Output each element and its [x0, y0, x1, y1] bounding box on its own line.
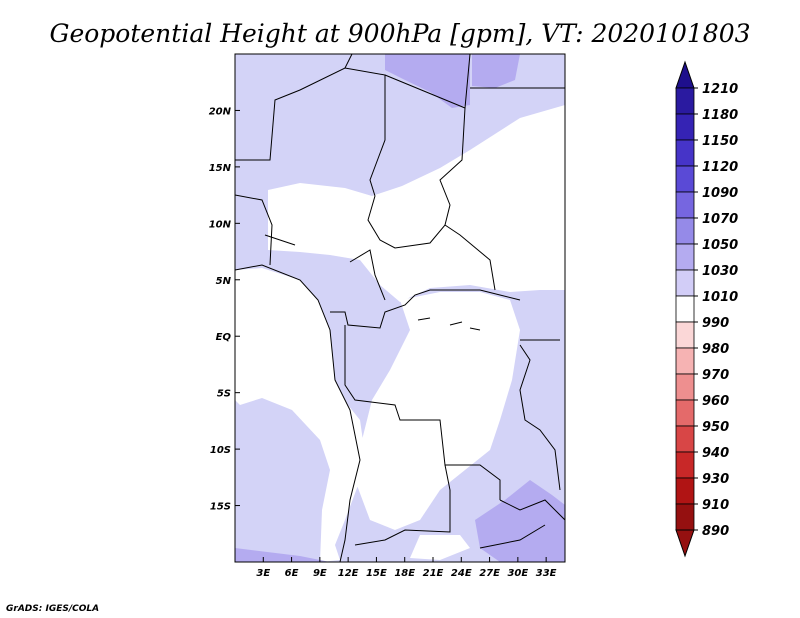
colorbar-swatch — [675, 113, 695, 141]
map-plot-area — [235, 54, 565, 562]
x-tick-label: 12E — [338, 568, 359, 579]
longitude-axis: 3E 6E 9E 12E 15E 18E 21E 24E 27E 30E 33E — [256, 557, 557, 579]
colorbar-label: 990 — [702, 316, 729, 331]
colorbar-label: 970 — [702, 368, 729, 383]
y-tick-label: 5S — [217, 389, 231, 400]
colorbar-swatch — [675, 295, 695, 323]
colorbar-swatch — [675, 243, 695, 271]
x-tick-label: 21E — [423, 568, 444, 579]
x-tick-label: 6E — [285, 568, 299, 579]
colorbar-top-arrow — [675, 60, 695, 89]
x-tick-label: 27E — [479, 568, 500, 579]
colorbar-swatch — [675, 503, 695, 531]
map-frame — [234, 53, 566, 563]
colorbar-swatch — [675, 399, 695, 427]
x-tick-label: 3E — [256, 568, 270, 579]
colorbar-swatch — [675, 139, 695, 167]
colorbar-label: 1050 — [702, 238, 738, 253]
x-tick-label: 24E — [451, 568, 472, 579]
height-field-990-1010-basin — [355, 292, 520, 530]
colorbar-label: 980 — [702, 342, 729, 357]
height-field-990-1010-south — [410, 535, 470, 560]
colorbar-label: 1070 — [702, 212, 738, 227]
x-tick-label: 15E — [366, 568, 387, 579]
height-field-1030-1050-southwest — [235, 548, 330, 562]
height-field-1030-1050-north — [385, 54, 470, 108]
colorbar-label: 1030 — [702, 264, 738, 279]
colorbar-swatch — [675, 191, 695, 219]
colorbar-label: 960 — [702, 394, 729, 409]
height-field-990-1010-coast — [235, 268, 365, 562]
country-borders — [235, 54, 565, 562]
colorbar-swatch — [675, 451, 695, 479]
colorbar-label: 950 — [702, 420, 729, 435]
y-tick-label: 20N — [209, 106, 232, 117]
y-tick-label: EQ — [216, 332, 232, 343]
x-tick-label: 30E — [507, 568, 528, 579]
colorbar-label: 910 — [702, 498, 729, 513]
colorbar-swatch — [675, 347, 695, 375]
colorbar-label: 1010 — [702, 290, 738, 305]
colorbar-label: 940 — [702, 446, 729, 461]
colorbar-label: 1210 — [702, 82, 738, 97]
colorbar-swatch — [675, 425, 695, 453]
colorbar-swatch — [675, 269, 695, 297]
y-tick-label: 10N — [209, 219, 232, 230]
y-tick-label: 15N — [209, 163, 232, 174]
colorbar-swatch — [675, 477, 695, 505]
y-tick-label: 15S — [210, 502, 231, 513]
y-tick-label: 5N — [216, 276, 232, 287]
colorbar-swatch — [675, 165, 695, 193]
grads-credit: GrADS: IGES/COLA — [6, 604, 99, 614]
colorbar-label: 1150 — [702, 134, 738, 149]
x-tick-label: 18E — [394, 568, 415, 579]
y-tick-label: 10S — [210, 445, 231, 456]
colorbar-label: 930 — [702, 472, 729, 487]
colorbar-swatch — [675, 373, 695, 401]
colorbar: 1210 1180 1150 1120 1090 1070 1050 1030 1010 990 9… — [675, 60, 738, 558]
height-field-990-1010-north — [268, 105, 565, 302]
colorbar-swatch — [675, 87, 695, 115]
colorbar-label: 1090 — [702, 186, 738, 201]
x-tick-label: 33E — [536, 568, 557, 579]
colorbar-label: 1180 — [702, 108, 738, 123]
colorbar-bottom-arrow — [675, 529, 695, 558]
colorbar-label: 890 — [702, 524, 729, 539]
map-title: Geopotential Height at 900hPa [gpm], VT:… — [49, 19, 750, 48]
latitude-axis: 20N 15N 10N 5N EQ 5S 10S 15S — [209, 106, 240, 513]
colorbar-swatch — [675, 321, 695, 349]
x-tick-label: 9E — [313, 568, 327, 579]
height-field-1030-1050-northeast — [472, 54, 520, 88]
colorbar-swatch — [675, 217, 695, 245]
colorbar-label: 1120 — [702, 160, 738, 175]
